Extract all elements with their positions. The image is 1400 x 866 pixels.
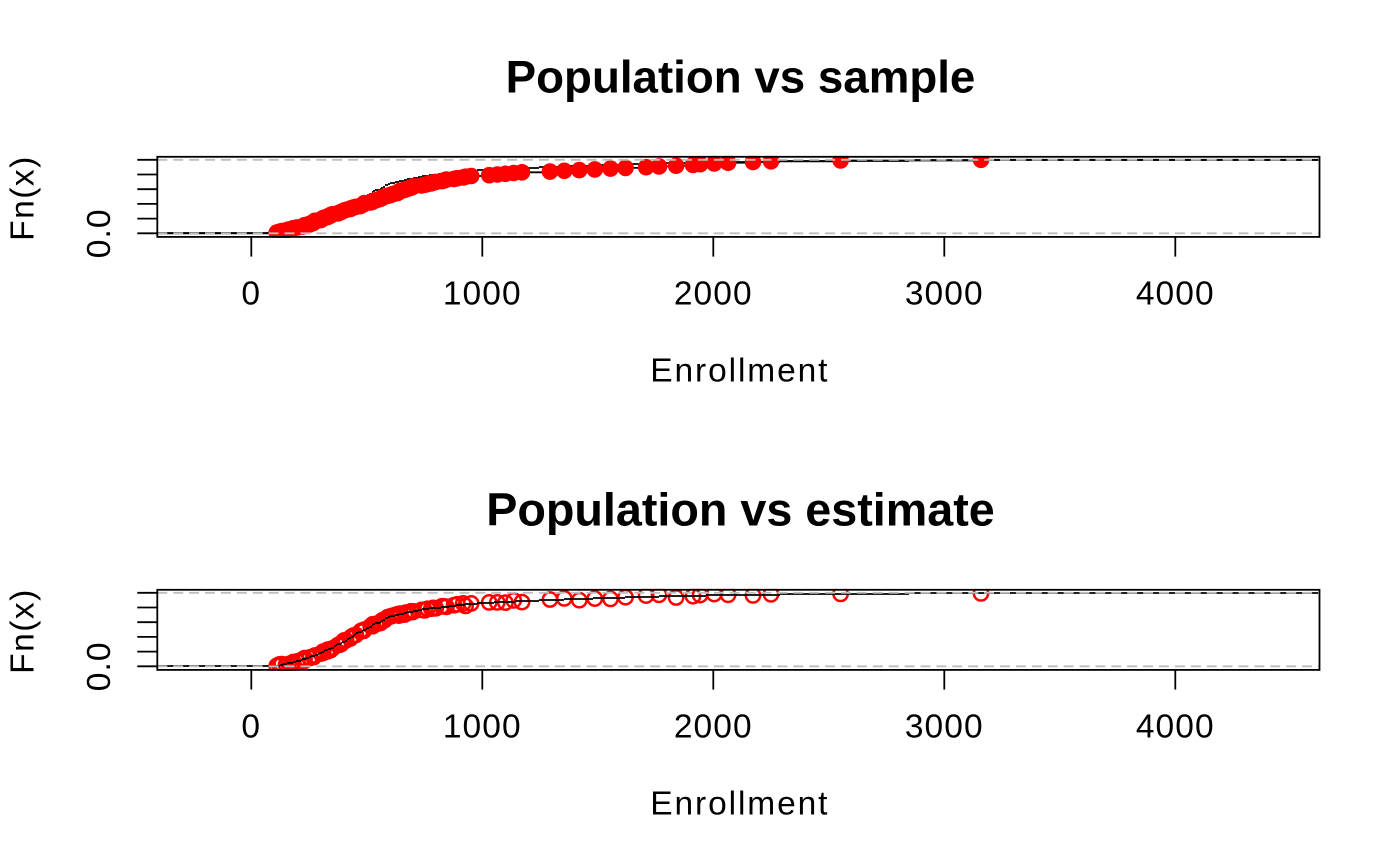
svg-text:Enrollment: Enrollment bbox=[650, 785, 829, 822]
svg-text:1000: 1000 bbox=[443, 276, 522, 313]
svg-text:Population vs estimate: Population vs estimate bbox=[486, 484, 995, 536]
svg-text:3000: 3000 bbox=[905, 276, 984, 313]
svg-text:0.0: 0.0 bbox=[81, 641, 118, 691]
svg-text:2000: 2000 bbox=[674, 276, 753, 313]
svg-text:0: 0 bbox=[241, 709, 261, 746]
svg-text:Enrollment: Enrollment bbox=[650, 352, 829, 389]
svg-text:0.0: 0.0 bbox=[81, 208, 118, 258]
svg-text:4000: 4000 bbox=[1136, 709, 1215, 746]
svg-text:3000: 3000 bbox=[905, 709, 984, 746]
svg-text:Population vs sample: Population vs sample bbox=[506, 52, 976, 103]
svg-text:Fn(x): Fn(x) bbox=[5, 588, 42, 674]
svg-text:0: 0 bbox=[241, 276, 261, 313]
svg-text:2000: 2000 bbox=[674, 709, 753, 746]
svg-text:4000: 4000 bbox=[1136, 276, 1215, 313]
svg-text:Fn(x): Fn(x) bbox=[5, 155, 42, 241]
svg-text:1000: 1000 bbox=[443, 709, 522, 746]
